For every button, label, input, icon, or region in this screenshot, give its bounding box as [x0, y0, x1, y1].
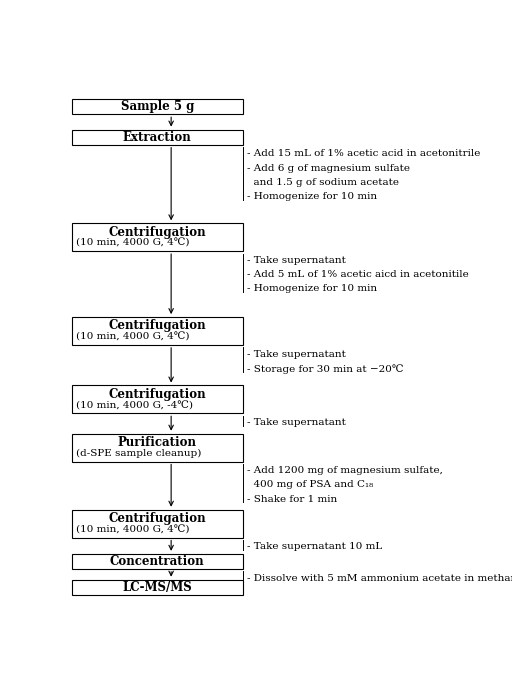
Text: Purification: Purification — [118, 436, 197, 449]
Text: LC-MS/MS: LC-MS/MS — [122, 580, 192, 594]
Text: - Take supernatant: - Take supernatant — [247, 256, 346, 265]
FancyBboxPatch shape — [72, 434, 243, 462]
Text: Extraction: Extraction — [123, 131, 191, 144]
FancyBboxPatch shape — [72, 510, 243, 538]
FancyBboxPatch shape — [72, 99, 243, 115]
Text: Concentration: Concentration — [110, 555, 205, 568]
Text: - Add 6 g of magnesium sulfate: - Add 6 g of magnesium sulfate — [247, 163, 410, 173]
Text: - Take supernatant: - Take supernatant — [247, 350, 346, 359]
Text: (d-SPE sample cleanup): (d-SPE sample cleanup) — [76, 449, 201, 458]
Text: and 1.5 g of sodium acetate: and 1.5 g of sodium acetate — [247, 178, 398, 186]
Text: Centrifugation: Centrifugation — [109, 319, 206, 332]
FancyBboxPatch shape — [72, 223, 243, 251]
FancyBboxPatch shape — [72, 580, 243, 595]
Text: - Add 1200 mg of magnesium sulfate,: - Add 1200 mg of magnesium sulfate, — [247, 466, 442, 475]
FancyBboxPatch shape — [72, 129, 243, 144]
Text: - Add 15 mL of 1% acetic acid in acetonitrile: - Add 15 mL of 1% acetic acid in acetoni… — [247, 149, 480, 159]
FancyBboxPatch shape — [72, 554, 243, 569]
Text: (10 min, 4000 G, 4℃): (10 min, 4000 G, 4℃) — [76, 239, 189, 248]
Text: 400 mg of PSA and C₁₈: 400 mg of PSA and C₁₈ — [247, 480, 373, 490]
Text: - Storage for 30 min at −20℃: - Storage for 30 min at −20℃ — [247, 364, 403, 374]
Text: - Add 5 mL of 1% acetic aicd in acetonitile: - Add 5 mL of 1% acetic aicd in acetonit… — [247, 270, 468, 279]
Text: Centrifugation: Centrifugation — [109, 512, 206, 525]
Text: Centrifugation: Centrifugation — [109, 226, 206, 239]
Text: - Homogenize for 10 min: - Homogenize for 10 min — [247, 284, 377, 293]
Text: (10 min, 4000 G, 4℃): (10 min, 4000 G, 4℃) — [76, 525, 189, 534]
Text: Sample 5 g: Sample 5 g — [120, 100, 194, 113]
Text: - Homogenize for 10 min: - Homogenize for 10 min — [247, 192, 377, 201]
Text: (10 min, 4000 G, -4℃): (10 min, 4000 G, -4℃) — [76, 401, 193, 410]
Text: - Take supernatant: - Take supernatant — [247, 418, 346, 427]
Text: - Dissolve with 5 mM ammonium acetate in methanol 2 mL: - Dissolve with 5 mM ammonium acetate in… — [247, 574, 512, 582]
Text: (10 min, 4000 G, 4℃): (10 min, 4000 G, 4℃) — [76, 332, 189, 342]
FancyBboxPatch shape — [72, 317, 243, 345]
Text: - Take supernatant 10 mL: - Take supernatant 10 mL — [247, 542, 382, 551]
FancyBboxPatch shape — [72, 386, 243, 414]
Text: - Shake for 1 min: - Shake for 1 min — [247, 494, 337, 504]
Text: Centrifugation: Centrifugation — [109, 388, 206, 401]
